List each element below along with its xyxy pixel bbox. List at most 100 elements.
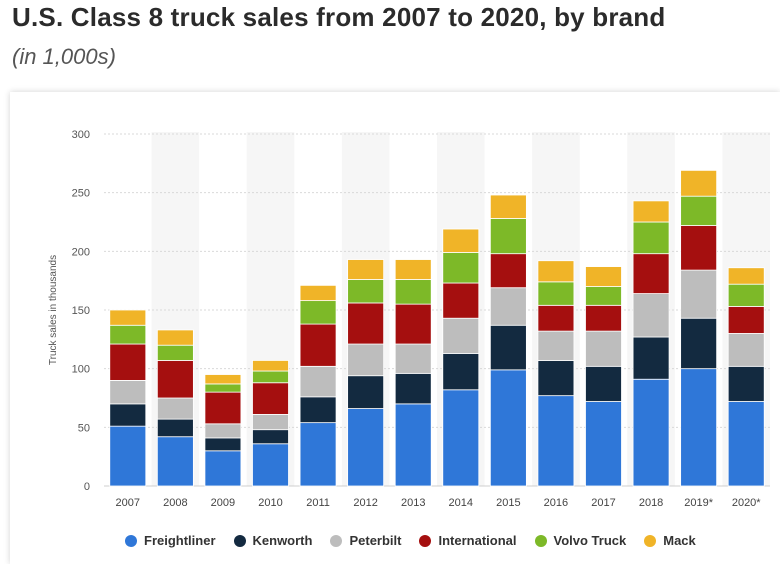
bar-segment-international[interactable]	[585, 304, 622, 332]
bar-segment-mack[interactable]	[442, 228, 480, 253]
bar-segment-mack[interactable]	[252, 360, 289, 372]
bar-segment-international[interactable]	[109, 343, 147, 381]
bar-segment-kenworth[interactable]	[204, 437, 242, 452]
legend-item-peterbilt[interactable]: Peterbilt	[330, 533, 401, 548]
bar-segment-kenworth[interactable]	[727, 365, 765, 402]
bar-segment-peterbilt[interactable]	[109, 379, 147, 405]
bar-segment-international[interactable]	[394, 303, 432, 345]
bar-segment-mack[interactable]	[537, 260, 575, 283]
bar-segment-freightliner[interactable]	[442, 389, 480, 487]
bar-segment-volvo-truck[interactable]	[204, 383, 242, 393]
legend-item-freightliner[interactable]: Freightliner	[125, 533, 216, 548]
legend-label: Volvo Truck	[553, 533, 627, 548]
bar-segment-volvo-truck[interactable]	[442, 252, 480, 284]
x-tick-label: 2007	[116, 497, 140, 509]
bar-segment-kenworth[interactable]	[252, 429, 289, 445]
bar-segment-peterbilt[interactable]	[632, 293, 670, 338]
bar-segment-mack[interactable]	[109, 309, 147, 326]
bar-segment-mack[interactable]	[680, 169, 718, 197]
bar-segment-mack[interactable]	[299, 284, 337, 302]
y-tick-label: 100	[72, 364, 90, 376]
bar-segment-freightliner[interactable]	[632, 378, 670, 487]
bar-segment-peterbilt[interactable]	[204, 423, 242, 439]
bar-segment-kenworth[interactable]	[347, 375, 385, 409]
bar-segment-international[interactable]	[299, 323, 337, 367]
bar-segment-volvo-truck[interactable]	[109, 324, 147, 345]
bar-segment-freightliner[interactable]	[394, 403, 432, 487]
bar-segment-freightliner[interactable]	[727, 401, 765, 487]
bar-segment-peterbilt[interactable]	[299, 365, 337, 398]
bar-segment-kenworth[interactable]	[299, 396, 337, 424]
bar-segment-freightliner[interactable]	[347, 408, 385, 487]
bar-segment-international[interactable]	[727, 306, 765, 334]
bar-segment-peterbilt[interactable]	[537, 330, 575, 361]
chart-title: U.S. Class 8 truck sales from 2007 to 20…	[12, 2, 666, 32]
bar-segment-volvo-truck[interactable]	[727, 283, 765, 307]
legend-marker	[330, 534, 343, 547]
bar-segment-international[interactable]	[252, 382, 289, 415]
bar-segment-kenworth[interactable]	[109, 403, 147, 427]
bar-segment-kenworth[interactable]	[156, 418, 194, 438]
bar-segment-freightliner[interactable]	[204, 450, 242, 487]
bar-segment-kenworth[interactable]	[585, 365, 622, 402]
bar-segment-freightliner[interactable]	[585, 401, 622, 487]
legend-item-mack[interactable]: Mack	[644, 533, 696, 548]
bar-segment-mack[interactable]	[347, 259, 385, 280]
bar-segment-peterbilt[interactable]	[156, 397, 194, 420]
bar-segment-kenworth[interactable]	[394, 372, 432, 405]
bar-segment-mack[interactable]	[632, 200, 670, 223]
bar-segment-volvo-truck[interactable]	[537, 281, 575, 306]
bar-segment-mack[interactable]	[204, 374, 242, 385]
bar-segment-freightliner[interactable]	[680, 368, 718, 487]
bar-segment-volvo-truck[interactable]	[680, 195, 718, 226]
bar-segment-international[interactable]	[347, 302, 385, 345]
bar-segment-peterbilt[interactable]	[727, 333, 765, 367]
legend-item-international[interactable]: International	[419, 533, 517, 548]
bar-segment-volvo-truck[interactable]	[299, 300, 337, 325]
bar-segment-freightliner[interactable]	[537, 395, 575, 487]
legend-item-volvo-truck[interactable]: Volvo Truck	[534, 533, 627, 548]
bar-segment-volvo-truck[interactable]	[632, 221, 670, 255]
bar-segment-mack[interactable]	[156, 329, 194, 346]
bar-segment-peterbilt[interactable]	[252, 414, 289, 431]
bar-segment-mack[interactable]	[394, 259, 432, 280]
bar-segment-international[interactable]	[156, 360, 194, 399]
legend-label: Peterbilt	[349, 533, 402, 548]
bar-segment-freightliner[interactable]	[489, 369, 527, 487]
bar-segment-international[interactable]	[680, 225, 718, 271]
bar-segment-international[interactable]	[442, 282, 480, 319]
bar-segment-mack[interactable]	[727, 267, 765, 285]
bar-segment-kenworth[interactable]	[442, 353, 480, 391]
bar-segment-peterbilt[interactable]	[680, 269, 718, 319]
bar-segment-volvo-truck[interactable]	[156, 344, 194, 361]
bar-segment-peterbilt[interactable]	[442, 317, 480, 354]
bar-segment-peterbilt[interactable]	[585, 330, 622, 367]
legend-item-kenworth[interactable]: Kenworth	[233, 533, 312, 548]
bar-segment-freightliner[interactable]	[299, 422, 337, 487]
bar-segment-volvo-truck[interactable]	[585, 286, 622, 306]
bar-segment-volvo-truck[interactable]	[489, 218, 527, 255]
y-tick-label: 50	[78, 422, 90, 434]
bar-segment-peterbilt[interactable]	[394, 343, 432, 374]
bar-segment-kenworth[interactable]	[632, 336, 670, 380]
bar-segment-volvo-truck[interactable]	[347, 279, 385, 304]
chart-subtitle: (in 1,000s)	[12, 44, 116, 69]
bar-segment-peterbilt[interactable]	[347, 343, 385, 377]
bar-segment-international[interactable]	[204, 391, 242, 425]
bar-segment-international[interactable]	[489, 253, 527, 289]
bar-segment-kenworth[interactable]	[680, 317, 718, 370]
bar-segment-international[interactable]	[632, 253, 670, 294]
bar-segment-international[interactable]	[537, 304, 575, 332]
bar-segment-kenworth[interactable]	[537, 360, 575, 397]
legend-marker	[125, 534, 137, 547]
bar-segment-freightliner[interactable]	[156, 436, 194, 487]
bar-segment-freightliner[interactable]	[252, 443, 289, 487]
bar-segment-volvo-truck[interactable]	[394, 279, 432, 305]
bar-segment-kenworth[interactable]	[489, 324, 527, 371]
y-tick-label: 150	[72, 305, 90, 317]
bar-segment-volvo-truck[interactable]	[252, 370, 289, 384]
bar-segment-peterbilt[interactable]	[489, 287, 527, 326]
bar-segment-mack[interactable]	[585, 266, 622, 287]
bar-segment-freightliner[interactable]	[109, 425, 147, 487]
bar-segment-mack[interactable]	[489, 194, 527, 219]
